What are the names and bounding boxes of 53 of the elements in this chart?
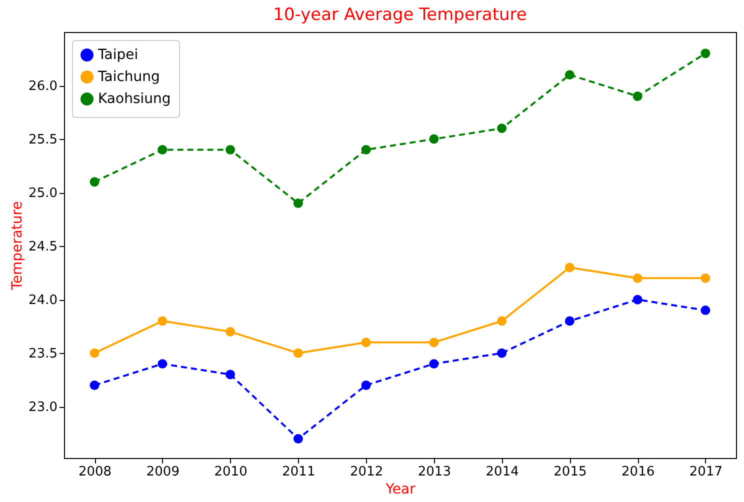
legend-label: Taipei [97, 47, 138, 63]
y-tick-label: 25.0 [28, 186, 58, 202]
x-tick-label: 2013 [418, 464, 451, 480]
y-tick-label: 25.5 [28, 132, 58, 148]
y-tick-label: 23.5 [28, 346, 58, 362]
x-tick-label: 2017 [689, 464, 722, 480]
legend-label: Kaohsiung [98, 91, 171, 107]
y-tick-label: 23.0 [28, 400, 58, 416]
point [90, 177, 100, 187]
point [564, 262, 574, 272]
point [700, 273, 710, 283]
point [90, 348, 100, 358]
point [497, 316, 507, 326]
point [429, 359, 439, 369]
point [497, 124, 507, 134]
y-tick-label: 24.5 [28, 240, 58, 255]
point [158, 145, 168, 154]
point [429, 134, 439, 144]
point [293, 198, 303, 208]
y-tick-label: 24.0 [28, 293, 58, 308]
point [226, 326, 236, 336]
point [497, 348, 507, 358]
point [293, 434, 303, 444]
point [632, 294, 642, 304]
legend-label: Taichung [97, 69, 160, 85]
x-axis-title: Year [384, 482, 416, 498]
y-axis-title: Temperature [10, 201, 26, 291]
x-tick-label: 2015 [554, 464, 587, 480]
point [429, 338, 439, 348]
point [361, 338, 371, 348]
chart-title: 10-year Average Temperature [273, 5, 527, 25]
x-tick-label: 2008 [78, 464, 112, 480]
point [700, 306, 710, 316]
point [158, 359, 168, 369]
y-tick-label: 26.0 [28, 79, 58, 94]
point [90, 380, 100, 390]
x-tick-label: 2009 [146, 464, 180, 480]
point [564, 316, 574, 326]
x-tick-label: 2010 [214, 464, 248, 480]
point [226, 145, 236, 154]
point [632, 91, 642, 101]
point [361, 380, 371, 390]
point [226, 370, 236, 380]
point [564, 70, 574, 80]
point [632, 273, 642, 283]
x-tick-label: 2014 [486, 464, 519, 480]
point [700, 48, 710, 58]
x-tick-label: 2011 [282, 464, 316, 480]
point [158, 316, 168, 326]
point [293, 348, 303, 358]
x-tick-label: 2016 [622, 464, 655, 480]
point [361, 145, 371, 154]
x-tick-label: 2012 [350, 464, 384, 480]
